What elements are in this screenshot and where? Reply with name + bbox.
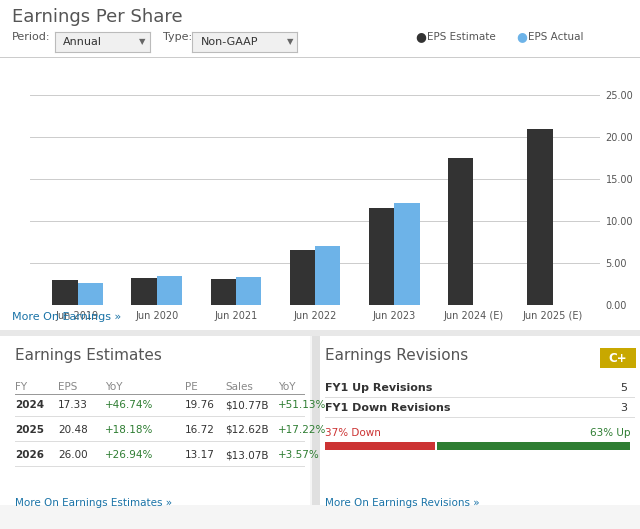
Text: 63% Up: 63% Up <box>589 428 630 438</box>
Text: YoY: YoY <box>278 382 296 392</box>
Text: FY1 Up Revisions: FY1 Up Revisions <box>325 383 433 393</box>
Text: 3: 3 <box>620 403 627 413</box>
Text: FY: FY <box>15 382 27 392</box>
Text: +26.94%: +26.94% <box>105 450 154 460</box>
Bar <box>236 277 261 305</box>
Text: 2026: 2026 <box>15 450 44 460</box>
Text: +46.74%: +46.74% <box>105 400 154 410</box>
Text: ●: ● <box>415 31 426 43</box>
Text: $10.77B: $10.77B <box>225 400 269 410</box>
Text: Earnings Revisions: Earnings Revisions <box>325 348 468 363</box>
Bar <box>527 129 552 305</box>
Bar <box>394 203 419 305</box>
Text: +17.22%: +17.22% <box>278 425 326 435</box>
Text: More On Earnings Revisions »: More On Earnings Revisions » <box>325 498 479 508</box>
Text: +3.57%: +3.57% <box>278 450 320 460</box>
Text: EPS: EPS <box>58 382 77 392</box>
Bar <box>211 279 236 305</box>
Text: 37% Down: 37% Down <box>325 428 381 438</box>
Text: C+: C+ <box>609 351 627 364</box>
Text: Type:: Type: <box>163 32 192 42</box>
Text: 19.76: 19.76 <box>185 400 215 410</box>
Bar <box>290 250 315 305</box>
Bar <box>52 280 77 305</box>
Bar <box>77 283 103 305</box>
Text: +18.18%: +18.18% <box>105 425 154 435</box>
Text: Period:: Period: <box>12 32 51 42</box>
Text: ▼: ▼ <box>287 38 293 47</box>
Bar <box>157 276 182 305</box>
Text: 20.48: 20.48 <box>58 425 88 435</box>
Text: EPS Estimate: EPS Estimate <box>427 32 496 42</box>
Text: Non-GAAP: Non-GAAP <box>200 37 258 47</box>
Text: Annual: Annual <box>63 37 102 47</box>
Bar <box>131 278 157 305</box>
Text: 17.33: 17.33 <box>58 400 88 410</box>
Text: ●: ● <box>516 31 527 43</box>
Bar <box>448 158 474 305</box>
Text: EPS Actual: EPS Actual <box>528 32 584 42</box>
Text: $12.62B: $12.62B <box>225 425 269 435</box>
Text: PE: PE <box>185 382 198 392</box>
Text: ▼: ▼ <box>139 38 145 47</box>
Text: Earnings Estimates: Earnings Estimates <box>15 348 162 363</box>
Text: More On Earnings Estimates »: More On Earnings Estimates » <box>15 498 172 508</box>
Text: Earnings Per Share: Earnings Per Share <box>12 8 182 26</box>
Text: FY1 Down Revisions: FY1 Down Revisions <box>325 403 451 413</box>
Bar <box>315 246 340 305</box>
Text: More On Earnings »: More On Earnings » <box>12 312 121 322</box>
Text: 5: 5 <box>620 383 627 393</box>
Text: 2024: 2024 <box>15 400 44 410</box>
Text: 16.72: 16.72 <box>185 425 215 435</box>
Text: 13.17: 13.17 <box>185 450 215 460</box>
Text: $13.07B: $13.07B <box>225 450 269 460</box>
Bar <box>369 208 394 305</box>
Text: YoY: YoY <box>105 382 122 392</box>
Text: 2025: 2025 <box>15 425 44 435</box>
Text: 26.00: 26.00 <box>58 450 88 460</box>
Text: Sales: Sales <box>225 382 253 392</box>
Text: +51.13%: +51.13% <box>278 400 326 410</box>
